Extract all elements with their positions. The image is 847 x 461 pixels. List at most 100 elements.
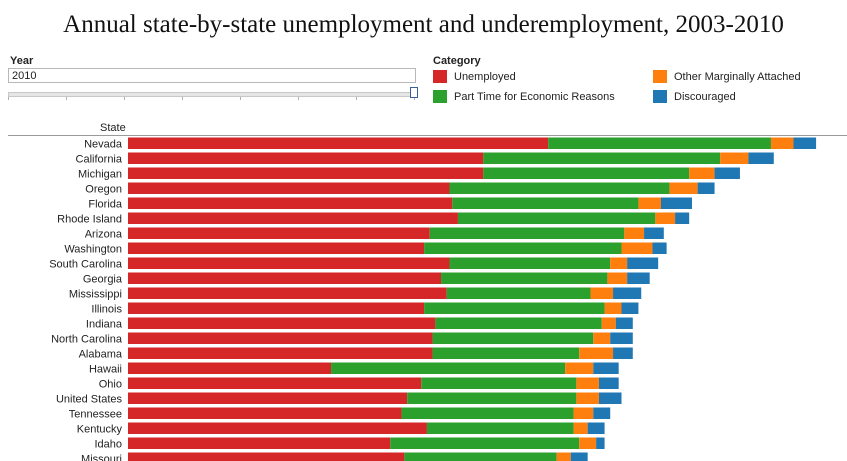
bar-hawaii-other-marginally-attached[interactable] xyxy=(565,362,594,375)
bar-illinois-part-time-for-economic-reasons[interactable] xyxy=(424,302,605,315)
bar-hawaii-discouraged[interactable] xyxy=(593,362,619,375)
bar-mississippi-unemployed[interactable] xyxy=(128,287,447,300)
bar-washington-other-marginally-attached[interactable] xyxy=(621,242,653,255)
bar-washington-part-time-for-economic-reasons[interactable] xyxy=(424,242,622,255)
bar-idaho-part-time-for-economic-reasons[interactable] xyxy=(390,437,580,450)
legend-swatch-other-marginally-attached xyxy=(653,70,667,83)
bar-mississippi-discouraged[interactable] xyxy=(613,287,642,300)
bar-rhode-island-discouraged[interactable] xyxy=(675,212,690,225)
bar-kentucky-discouraged[interactable] xyxy=(587,422,605,435)
bar-tennessee-part-time-for-economic-reasons[interactable] xyxy=(401,407,574,420)
bar-missouri-other-marginally-attached[interactable] xyxy=(556,452,571,461)
bar-nevada-other-marginally-attached[interactable] xyxy=(770,137,794,150)
bar-michigan-part-time-for-economic-reasons[interactable] xyxy=(483,167,690,180)
bar-idaho-unemployed[interactable] xyxy=(128,437,391,450)
bar-north-carolina-discouraged[interactable] xyxy=(610,332,633,345)
bar-indiana-other-marginally-attached[interactable] xyxy=(601,317,616,330)
bar-georgia-other-marginally-attached[interactable] xyxy=(607,272,628,285)
bar-florida-unemployed[interactable] xyxy=(128,197,453,210)
bar-nevada-discouraged[interactable] xyxy=(793,137,817,150)
bar-mississippi-part-time-for-economic-reasons[interactable] xyxy=(446,287,591,300)
bar-south-carolina-discouraged[interactable] xyxy=(627,257,659,270)
bar-south-carolina-unemployed[interactable] xyxy=(128,257,450,270)
bar-oregon-other-marginally-attached[interactable] xyxy=(669,182,698,195)
bar-illinois-other-marginally-attached[interactable] xyxy=(604,302,622,315)
bar-california-other-marginally-attached[interactable] xyxy=(720,152,749,165)
bar-arizona-unemployed[interactable] xyxy=(128,227,430,240)
bar-indiana-discouraged[interactable] xyxy=(615,317,633,330)
bar-kentucky-other-marginally-attached[interactable] xyxy=(573,422,588,435)
bar-tennessee-other-marginally-attached[interactable] xyxy=(573,407,594,420)
bar-oregon-part-time-for-economic-reasons[interactable] xyxy=(449,182,670,195)
bar-arizona-other-marginally-attached[interactable] xyxy=(624,227,645,240)
year-filter-label: Year xyxy=(10,55,34,67)
bar-south-carolina-other-marginally-attached[interactable] xyxy=(610,257,628,270)
bar-missouri-unemployed[interactable] xyxy=(128,452,405,461)
bar-indiana-part-time-for-economic-reasons[interactable] xyxy=(435,317,602,330)
bar-illinois-unemployed[interactable] xyxy=(128,302,425,315)
bar-tennessee-unemployed[interactable] xyxy=(128,407,402,420)
bar-florida-discouraged[interactable] xyxy=(660,197,692,210)
year-input[interactable]: 2010 xyxy=(8,68,416,83)
bar-florida-other-marginally-attached[interactable] xyxy=(638,197,661,210)
year-slider-thumb[interactable] xyxy=(410,87,418,98)
bar-north-carolina-unemployed[interactable] xyxy=(128,332,433,345)
bar-united-states-part-time-for-economic-reasons[interactable] xyxy=(407,392,577,405)
bar-ohio-other-marginally-attached[interactable] xyxy=(576,377,599,390)
bar-united-states-other-marginally-attached[interactable] xyxy=(576,392,599,405)
bar-michigan-discouraged[interactable] xyxy=(714,167,740,180)
bar-michigan-unemployed[interactable] xyxy=(128,167,484,180)
bar-michigan-other-marginally-attached[interactable] xyxy=(689,167,715,180)
bar-missouri-part-time-for-economic-reasons[interactable] xyxy=(404,452,557,461)
bar-hawaii-part-time-for-economic-reasons[interactable] xyxy=(331,362,566,375)
bar-alabama-unemployed[interactable] xyxy=(128,347,433,360)
bar-alabama-discouraged[interactable] xyxy=(613,347,633,360)
bar-united-states-discouraged[interactable] xyxy=(598,392,622,405)
bar-nevada-part-time-for-economic-reasons[interactable] xyxy=(548,137,771,150)
legend-swatch-unemployed xyxy=(433,70,447,83)
bar-florida-part-time-for-economic-reasons[interactable] xyxy=(452,197,639,210)
state-label-indiana: Indiana xyxy=(86,318,123,330)
bar-oregon-unemployed[interactable] xyxy=(128,182,450,195)
bar-california-unemployed[interactable] xyxy=(128,152,484,165)
bar-kentucky-part-time-for-economic-reasons[interactable] xyxy=(426,422,574,435)
bar-georgia-part-time-for-economic-reasons[interactable] xyxy=(441,272,608,285)
legend-item-part-time[interactable]: Part Time for Economic Reasons xyxy=(433,90,615,103)
bar-kentucky-unemployed[interactable] xyxy=(128,422,427,435)
legend-item-discouraged[interactable]: Discouraged xyxy=(653,90,736,103)
bar-north-carolina-other-marginally-attached[interactable] xyxy=(593,332,611,345)
bar-california-discouraged[interactable] xyxy=(748,152,774,165)
state-label-missouri: Missouri xyxy=(81,453,122,461)
bar-georgia-discouraged[interactable] xyxy=(627,272,650,285)
bar-nevada-unemployed[interactable] xyxy=(128,137,549,150)
bar-rhode-island-other-marginally-attached[interactable] xyxy=(655,212,676,225)
bar-washington-unemployed[interactable] xyxy=(128,242,425,255)
bar-indiana-unemployed[interactable] xyxy=(128,317,436,330)
bar-united-states-unemployed[interactable] xyxy=(128,392,408,405)
bar-ohio-discouraged[interactable] xyxy=(598,377,619,390)
bar-missouri-discouraged[interactable] xyxy=(570,452,588,461)
bar-idaho-other-marginally-attached[interactable] xyxy=(579,437,597,450)
bar-idaho-discouraged[interactable] xyxy=(596,437,605,450)
bar-washington-discouraged[interactable] xyxy=(652,242,667,255)
bar-alabama-part-time-for-economic-reasons[interactable] xyxy=(432,347,580,360)
state-label-united-states: United States xyxy=(56,393,123,405)
bar-ohio-part-time-for-economic-reasons[interactable] xyxy=(421,377,577,390)
bar-california-part-time-for-economic-reasons[interactable] xyxy=(483,152,721,165)
bar-tennessee-discouraged[interactable] xyxy=(593,407,611,420)
legend-item-other-marginally-attached[interactable]: Other Marginally Attached xyxy=(653,70,801,83)
bar-georgia-unemployed[interactable] xyxy=(128,272,442,285)
bar-mississippi-other-marginally-attached[interactable] xyxy=(590,287,614,300)
bar-alabama-other-marginally-attached[interactable] xyxy=(579,347,614,360)
bar-rhode-island-unemployed[interactable] xyxy=(128,212,458,225)
bar-arizona-part-time-for-economic-reasons[interactable] xyxy=(429,227,625,240)
bar-south-carolina-part-time-for-economic-reasons[interactable] xyxy=(449,257,611,270)
bar-hawaii-unemployed[interactable] xyxy=(128,362,332,375)
bar-rhode-island-part-time-for-economic-reasons[interactable] xyxy=(457,212,656,225)
legend-item-unemployed[interactable]: Unemployed xyxy=(433,70,516,83)
bar-north-carolina-part-time-for-economic-reasons[interactable] xyxy=(432,332,594,345)
bar-ohio-unemployed[interactable] xyxy=(128,377,422,390)
bar-illinois-discouraged[interactable] xyxy=(621,302,639,315)
bar-arizona-discouraged[interactable] xyxy=(644,227,664,240)
bar-oregon-discouraged[interactable] xyxy=(697,182,715,195)
